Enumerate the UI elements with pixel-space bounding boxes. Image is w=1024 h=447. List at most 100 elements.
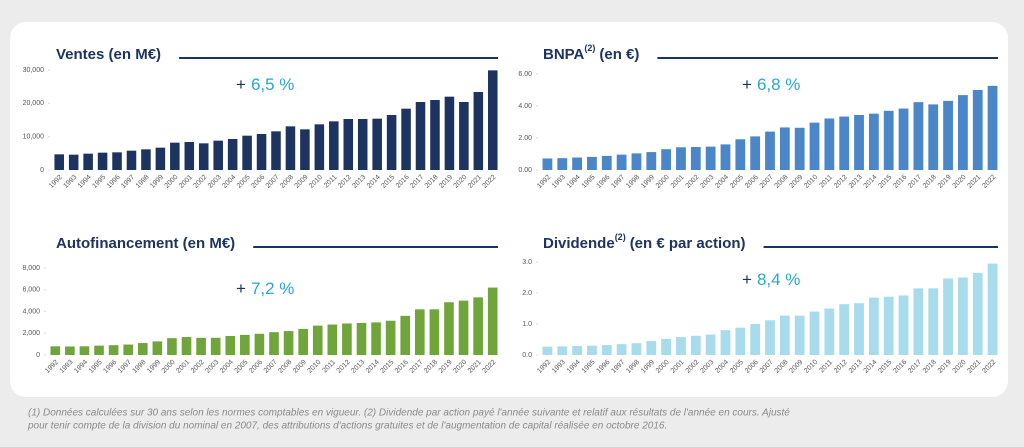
bar: [430, 100, 440, 170]
bar: [705, 334, 716, 355]
bar: [400, 315, 411, 355]
bar: [735, 139, 746, 170]
bar: [958, 95, 968, 170]
bar: [928, 288, 939, 355]
bar: [646, 152, 657, 170]
bar: [342, 323, 352, 355]
bar: [794, 127, 805, 170]
bar: [750, 136, 761, 170]
bar: [690, 335, 701, 355]
bar: [343, 119, 354, 170]
bar: [458, 300, 469, 355]
bar: [123, 344, 134, 355]
bar: [459, 102, 469, 170]
bar: [690, 146, 701, 170]
bar: [473, 297, 483, 355]
bar: [616, 344, 627, 355]
bar: [750, 324, 761, 355]
bar: [765, 131, 775, 170]
growth-sign: +: [742, 270, 752, 289]
bar: [401, 108, 411, 170]
bar: [646, 341, 657, 355]
bar: [898, 295, 909, 355]
bar: [735, 327, 746, 355]
y-tick-label: 2.00: [518, 135, 532, 142]
bar: [631, 343, 642, 355]
bar: [779, 315, 790, 355]
bar: [298, 328, 308, 355]
bar: [152, 341, 163, 355]
y-tick-label: 20,000: [23, 100, 45, 107]
bar: [473, 92, 484, 170]
bar: [112, 152, 122, 170]
bar: [137, 343, 148, 355]
growth-sign: +: [742, 75, 752, 94]
bar: [631, 153, 642, 170]
bar: [765, 320, 775, 355]
growth-annotation: +8,4 %: [742, 270, 800, 289]
y-tick-label: 6,000: [22, 287, 40, 294]
bar: [987, 263, 998, 355]
bar: [256, 134, 267, 170]
bar: [809, 122, 820, 170]
bar: [213, 140, 223, 170]
growth-value: 6,5 %: [251, 75, 294, 94]
bar: [170, 142, 180, 170]
bar: [196, 337, 206, 355]
bar: [720, 144, 731, 170]
bar: [720, 330, 731, 355]
bar: [824, 118, 835, 170]
y-tick-label: 0: [40, 167, 44, 174]
y-tick-label: 8,000: [22, 265, 40, 272]
y-tick-label: 30,000: [23, 67, 45, 74]
bar: [429, 309, 440, 355]
bar: [83, 153, 93, 170]
bar: [542, 346, 553, 355]
chart-title: Ventes (en M€): [56, 46, 161, 63]
bar: [329, 121, 339, 170]
bar: [601, 155, 612, 170]
bar: [868, 113, 879, 170]
bar: [943, 100, 953, 170]
bar: [285, 126, 296, 170]
bar: [65, 346, 75, 355]
bar: [676, 337, 686, 355]
y-tick-label: 3.0: [522, 259, 532, 266]
bar: [943, 278, 953, 355]
bar: [557, 158, 568, 170]
bar: [314, 124, 325, 170]
bar: [155, 147, 166, 170]
bar: [488, 70, 498, 170]
bar: [184, 142, 195, 170]
bar: [225, 335, 236, 355]
bar: [824, 308, 835, 355]
bar: [572, 346, 582, 355]
bar: [108, 345, 119, 355]
bar: [269, 332, 279, 355]
title-rest: (en €): [599, 46, 639, 63]
bar: [487, 287, 498, 355]
bar: [240, 334, 250, 355]
bar: [227, 139, 238, 170]
growth-value: 8,4 %: [757, 270, 800, 289]
bar: [414, 309, 425, 355]
growth-value: 7,2 %: [251, 279, 294, 298]
bar: [126, 150, 137, 170]
card: [10, 22, 1008, 397]
bar: [415, 102, 426, 170]
bar: [357, 119, 368, 170]
bar: [198, 143, 209, 170]
bar: [97, 152, 108, 170]
title-main: Autofinancement (en M€): [56, 235, 235, 252]
bar: [385, 320, 396, 355]
bar: [141, 149, 151, 170]
bar: [167, 338, 177, 355]
bar: [958, 277, 968, 355]
bar: [661, 149, 672, 170]
title-main: Ventes (en M€): [56, 46, 161, 63]
y-tick-label: 10,000: [23, 134, 45, 141]
bar: [854, 303, 864, 355]
growth-sign: +: [236, 279, 246, 298]
bar: [271, 131, 281, 170]
